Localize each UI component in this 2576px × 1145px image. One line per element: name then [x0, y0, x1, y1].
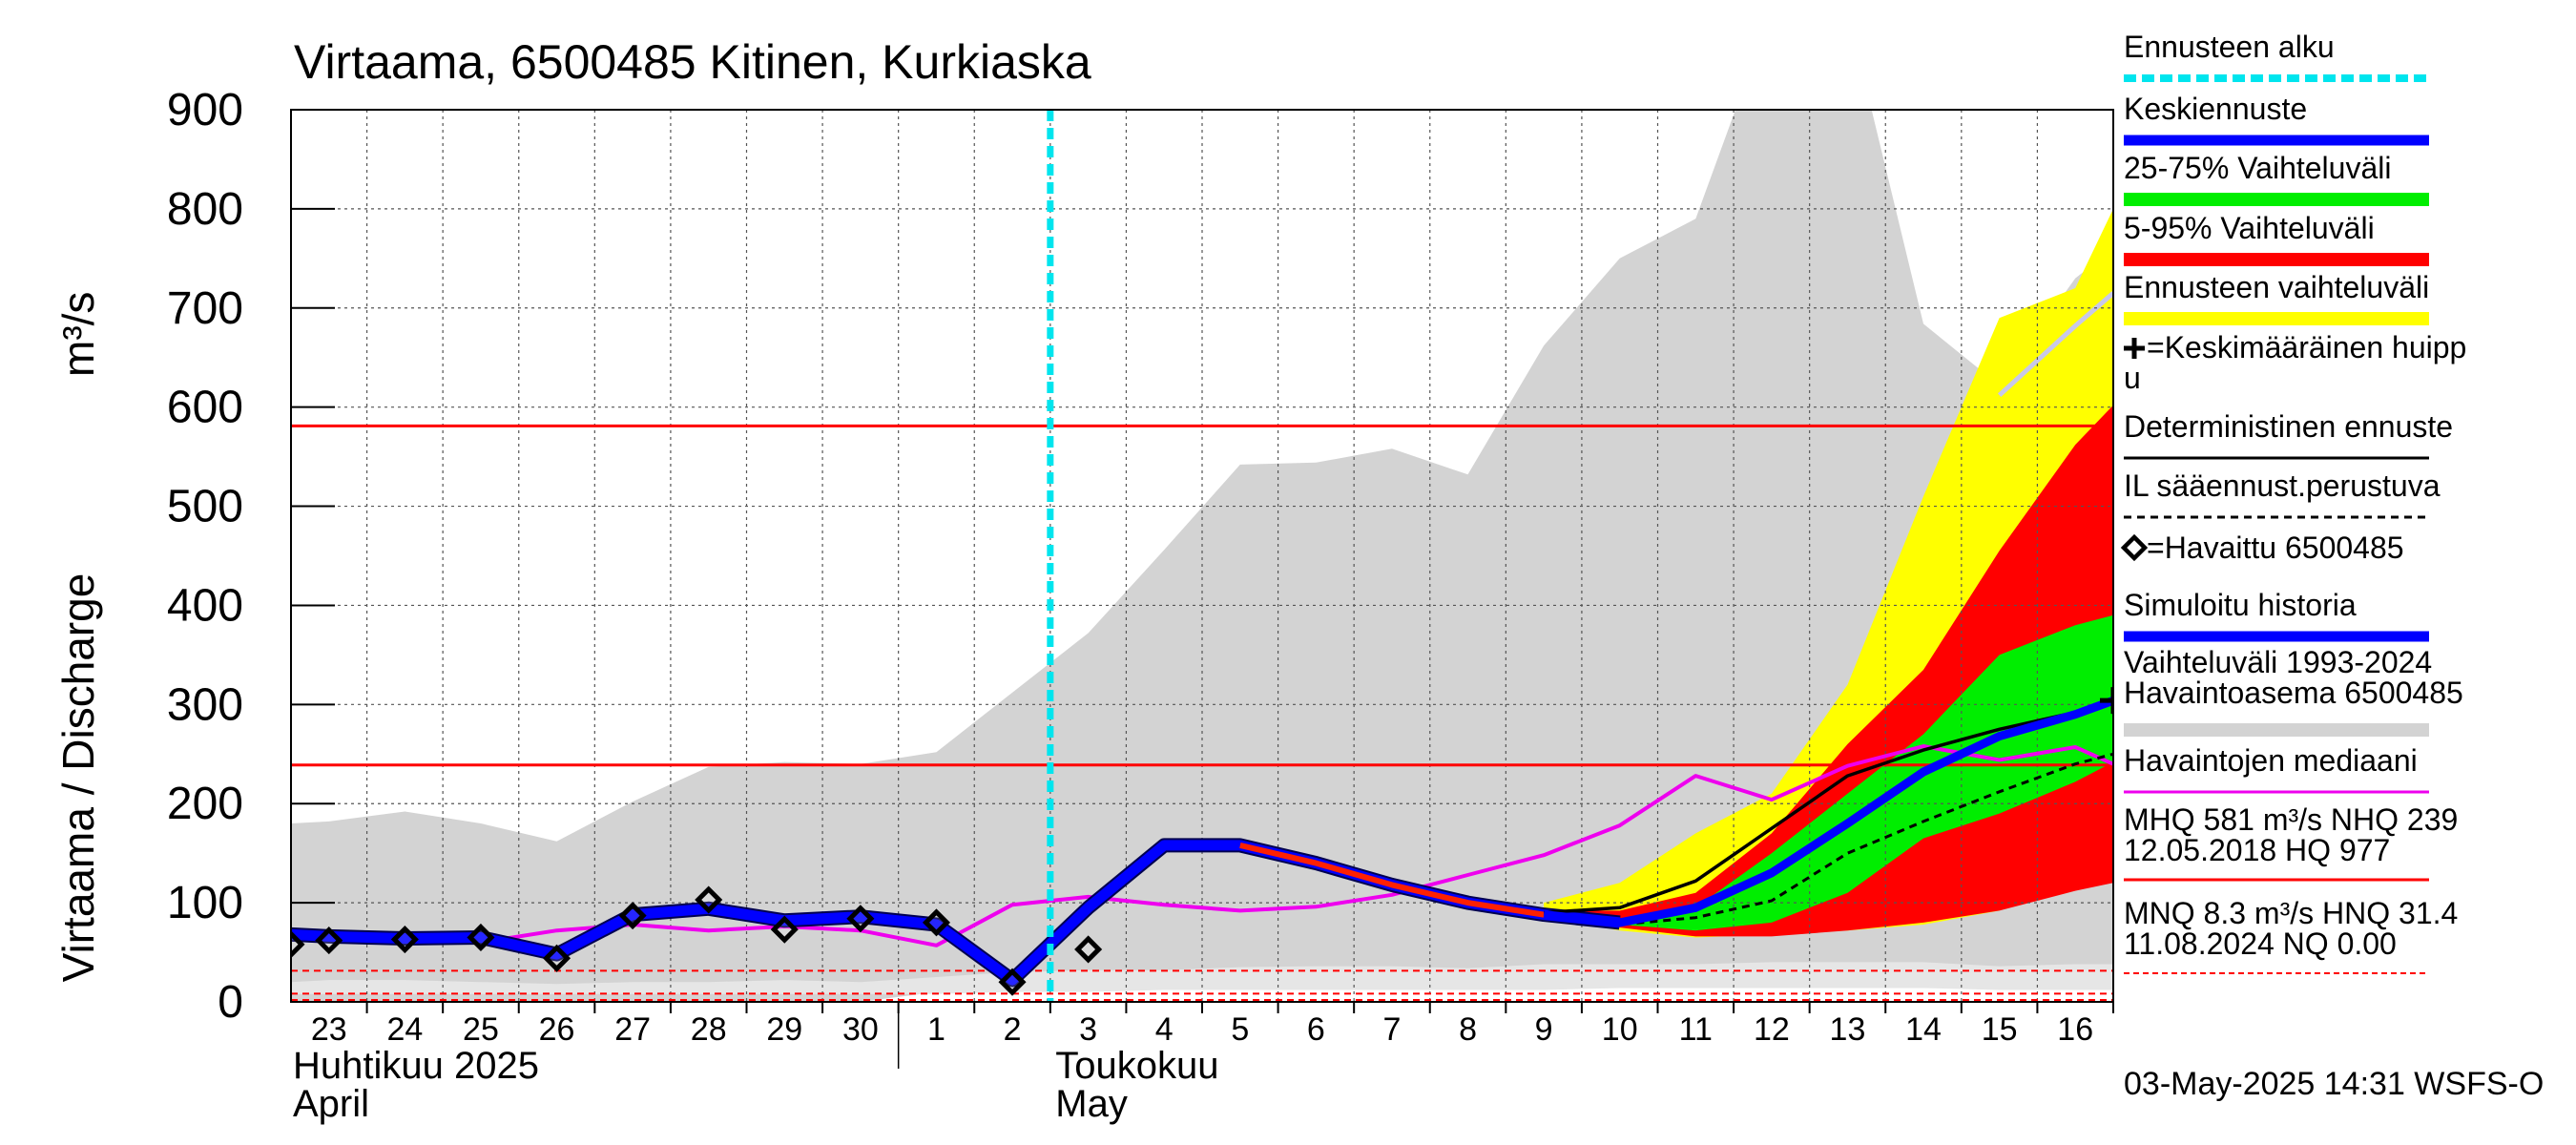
x-tick-label: 28 — [691, 1011, 727, 1048]
ennuste-upper-line — [1997, 291, 2113, 398]
legend-label-il: IL sääennust.perustuva — [2124, 468, 2441, 503]
legend: Ennusteen alku Keskiennuste 25-75% Vaihtel… — [2120, 30, 2466, 974]
legend-label-peak: =Keskimääräinen huipp — [2147, 330, 2466, 364]
x-tick-label: 10 — [1602, 1011, 1638, 1048]
x-tick-label: 8 — [1459, 1011, 1477, 1048]
x-tick-label: 23 — [311, 1011, 347, 1048]
observed-point — [315, 926, 343, 955]
observed-point — [291, 930, 305, 959]
y-tick-label: 800 — [167, 184, 243, 235]
x-tick-label: 6 — [1307, 1011, 1325, 1048]
observed-point — [390, 926, 419, 954]
observed-point — [467, 923, 495, 952]
y-tick-label: 200 — [167, 779, 243, 829]
x-tick-label: 14 — [1905, 1011, 1942, 1048]
legend-label2-history: Havaintoasema 6500485 — [2124, 676, 2463, 710]
y-tick-label: 400 — [167, 580, 243, 631]
legend-label-mhq: MHQ 581 m³/s NHQ 239 — [2124, 802, 2458, 837]
legend-label2-mnq: 11.08.2024 NQ 0.00 — [2124, 926, 2397, 961]
legend-label-median: Havaintojen mediaani — [2124, 743, 2418, 778]
observed-point — [998, 968, 1027, 996]
median-line — [291, 744, 2113, 947]
legend-label2-peak: u — [2124, 361, 2141, 395]
x-tick-label: 4 — [1155, 1011, 1174, 1048]
x-tick-label: 13 — [1830, 1011, 1866, 1048]
legend-label2-mhq: 12.05.2018 HQ 977 — [2124, 833, 2390, 867]
p25-75-band — [1544, 614, 2113, 931]
observed-point — [922, 908, 950, 937]
month-label: Huhtikuu 2025 — [293, 1045, 539, 1087]
observed-point — [618, 902, 647, 930]
legend-label-ennusteen_alku: Ennusteen alku — [2124, 30, 2335, 64]
x-tick-label: 2 — [1004, 1011, 1022, 1048]
x-tick-label: 30 — [842, 1011, 879, 1048]
observed-point — [1074, 935, 1103, 964]
x-tick-label: 3 — [1079, 1011, 1097, 1048]
x-tick-label: 5 — [1231, 1011, 1249, 1048]
keskiennuste-line — [1543, 696, 2113, 927]
y-tick-label: 700 — [167, 283, 243, 334]
legend-label-history: Vaihteluväli 1993-2024 — [2124, 645, 2432, 679]
x-tick-label: 7 — [1382, 1011, 1401, 1048]
legend-swatch-observed — [2120, 533, 2149, 562]
legend-label-p5_95: 5-95% Vaihteluväli — [2124, 211, 2375, 245]
month-label: Toukokuu — [1055, 1045, 1218, 1087]
x-tick-label: 26 — [539, 1011, 575, 1048]
legend-swatch-peak — [2124, 338, 2145, 359]
y-axis-unit: m³/s — [53, 292, 103, 377]
x-tick-label: 27 — [614, 1011, 651, 1048]
observed-point — [846, 905, 875, 933]
month-label-en: May — [1055, 1083, 1128, 1125]
legend-label-simulated: Simuloitu historia — [2124, 588, 2357, 622]
legend-label-keskiennuste: Keskiennuste — [2124, 92, 2307, 126]
y-tick-label: 300 — [167, 679, 243, 730]
month-label-en: April — [293, 1083, 369, 1125]
x-tick-label: 25 — [463, 1011, 499, 1048]
x-tick-label: 29 — [766, 1011, 802, 1048]
x-tick-label: 12 — [1754, 1011, 1790, 1048]
y-tick-label: 100 — [167, 878, 243, 928]
observed-point — [543, 944, 571, 972]
observed-point — [770, 915, 799, 944]
legend-label-deterministic: Deterministinen ennuste — [2124, 409, 2453, 444]
y-tick-label: 0 — [218, 977, 243, 1028]
x-tick-label: 16 — [2057, 1011, 2093, 1048]
x-tick-label: 24 — [386, 1011, 423, 1048]
y-tick-label: 900 — [167, 85, 243, 135]
legend-label-mnq: MNQ 8.3 m³/s HNQ 31.4 — [2124, 896, 2458, 930]
plot-area — [291, 110, 2113, 1002]
x-tick-label: 11 — [1679, 1011, 1713, 1048]
observed-point — [695, 885, 723, 914]
x-tick-label: 9 — [1535, 1011, 1553, 1048]
x-tick-label: 1 — [927, 1011, 945, 1048]
peak-marker — [2100, 687, 2113, 715]
legend-label-ennuste_range: Ennusteen vaihteluväli — [2124, 270, 2429, 304]
y-tick-label: 600 — [167, 383, 243, 433]
legend-label-p25_75: 25-75% Vaihteluväli — [2124, 151, 2391, 185]
il-forecast-line — [1543, 752, 2113, 926]
y-axis-label: Virtaama / Discharge — [53, 573, 103, 983]
x-tick-label: 15 — [1982, 1011, 2018, 1048]
y-tick-label: 500 — [167, 482, 243, 532]
footer-timestamp: 03-May-2025 14:31 WSFS-O — [2124, 1066, 2544, 1102]
chart-title: Virtaama, 6500485 Kitinen, Kurkiaska — [294, 35, 1091, 89]
legend-label-observed: =Havaittu 6500485 — [2147, 531, 2404, 565]
